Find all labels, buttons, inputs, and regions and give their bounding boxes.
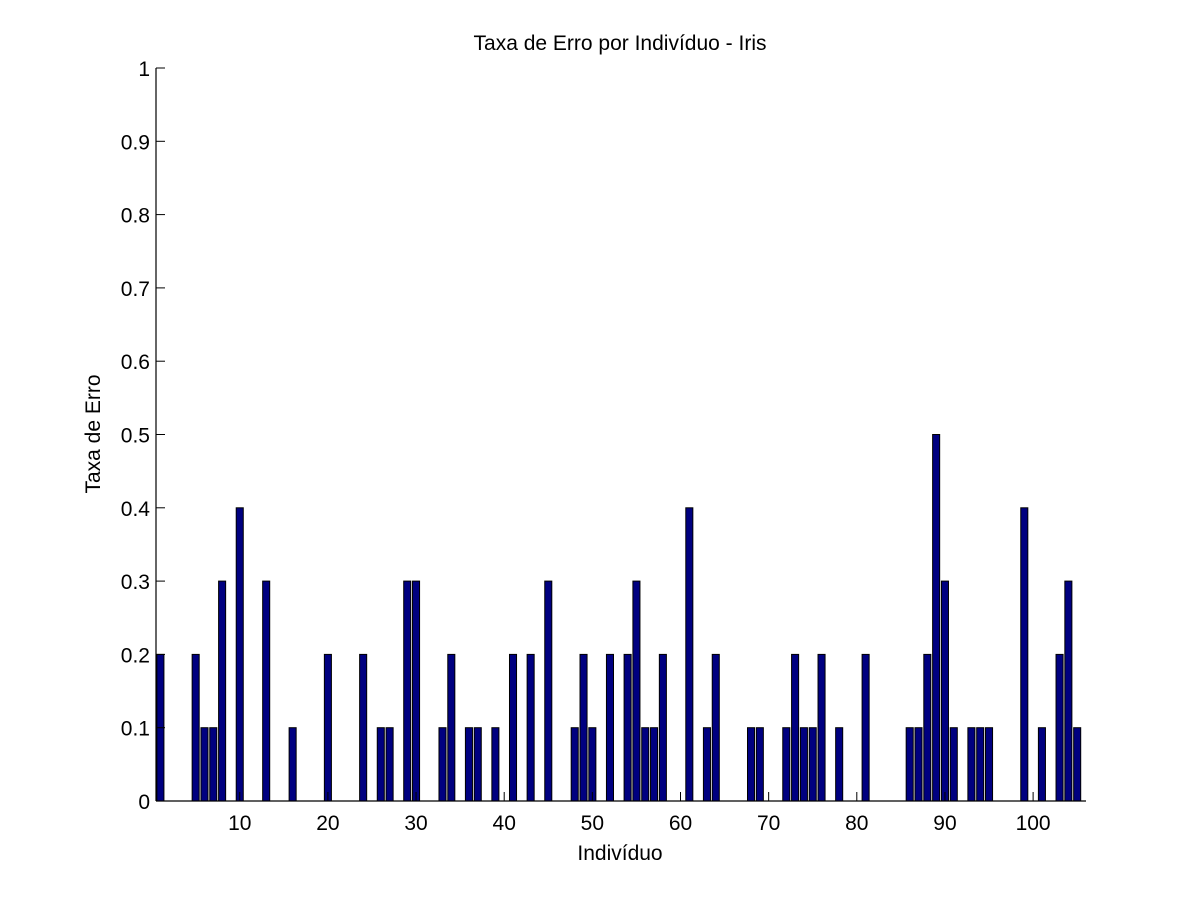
bar-99	[1020, 507, 1029, 802]
bar-78	[835, 727, 844, 802]
bar-61	[685, 507, 694, 802]
bar-94	[976, 727, 985, 802]
x-tick-label-100: 100	[1016, 812, 1051, 835]
bar-30	[412, 580, 421, 802]
y-tick-label-6: 0.6	[121, 351, 150, 374]
bar-36	[464, 727, 473, 802]
bar-34	[447, 653, 456, 802]
x-tick-label-30: 30	[404, 812, 427, 835]
bar-48	[570, 727, 579, 802]
bar-43	[526, 653, 535, 802]
bar-88	[923, 653, 932, 802]
y-tick-label-5: 0.5	[121, 425, 150, 448]
y-tick-label-1: 0.1	[121, 718, 150, 741]
y-axis-label: Taxa de Erro	[82, 374, 105, 493]
y-tick-label-3: 0.3	[121, 571, 150, 594]
y-tick-label-4: 0.4	[121, 498, 151, 521]
bar-49	[579, 653, 588, 802]
x-ticks-group: 10 20 30 40 50 60 70 80 90 100	[228, 792, 1051, 835]
bar-29	[403, 580, 412, 802]
bar-6	[200, 727, 209, 802]
bar-72	[782, 727, 791, 802]
bar-55	[632, 580, 641, 802]
x-tick-label-10: 10	[228, 812, 251, 835]
y-tick-label-9: 0.9	[121, 131, 150, 154]
y-ticks-group: 0 0.1 0.2 0.3 0.4 0.5 0.6 0.7 0.8 0.9 1	[121, 58, 165, 814]
y-tick-label-0: 0	[138, 791, 150, 814]
bar-16	[288, 727, 297, 802]
bar-37	[473, 727, 482, 802]
x-tick-label-20: 20	[316, 812, 339, 835]
bar-75	[808, 727, 817, 802]
x-axis-label: Indivíduo	[577, 842, 662, 865]
bar-24	[359, 653, 368, 802]
bar-105	[1073, 727, 1082, 802]
bar-26	[376, 727, 385, 802]
bar-52	[605, 653, 615, 802]
bar-10	[235, 507, 244, 802]
y-tick-label-8: 0.8	[121, 205, 150, 228]
bar-54	[623, 653, 632, 802]
y-tick-label-10: 1	[138, 58, 150, 81]
x-tick-label-90: 90	[933, 812, 956, 835]
bar-89	[932, 434, 941, 802]
bar-95	[985, 727, 994, 802]
bar-86	[905, 727, 914, 802]
bar-87	[914, 727, 923, 802]
bar-20	[323, 653, 332, 802]
bar-63	[702, 727, 711, 802]
bar-27	[385, 727, 394, 802]
bar-68	[747, 727, 756, 802]
y-tick-label-2: 0.2	[121, 644, 150, 667]
x-tick-label-50: 50	[581, 812, 604, 835]
bar-41	[508, 653, 518, 802]
bar-50	[588, 727, 597, 802]
bar-103	[1055, 653, 1064, 802]
bar-58	[658, 653, 667, 802]
y-tick-label-7: 0.7	[121, 278, 150, 301]
x-tick-label-60: 60	[669, 812, 692, 835]
bar-33	[438, 727, 447, 802]
bars-group	[156, 434, 1082, 802]
bar-39	[491, 727, 500, 802]
bar-64	[711, 653, 720, 802]
x-tick-label-80: 80	[845, 812, 868, 835]
x-tick-label-70: 70	[757, 812, 780, 835]
bar-57	[650, 727, 659, 802]
bar-76	[817, 653, 826, 802]
bar-74	[799, 727, 808, 802]
bar-91	[949, 727, 958, 802]
bar-93	[967, 727, 976, 802]
bar-13	[262, 580, 271, 802]
bar-69	[755, 727, 764, 802]
bar-104	[1064, 580, 1073, 802]
bar-73	[791, 653, 800, 802]
bar-81	[861, 653, 870, 802]
bar-56	[641, 727, 650, 802]
bar-101	[1037, 727, 1046, 802]
bar-7	[209, 727, 218, 802]
x-tick-label-40: 40	[493, 812, 516, 835]
bar-8	[218, 580, 227, 802]
bar-90	[940, 580, 949, 802]
chart-title: Taxa de Erro por Indivíduo - Iris	[474, 32, 767, 55]
bar-45	[544, 580, 553, 802]
bar-5	[191, 653, 200, 802]
